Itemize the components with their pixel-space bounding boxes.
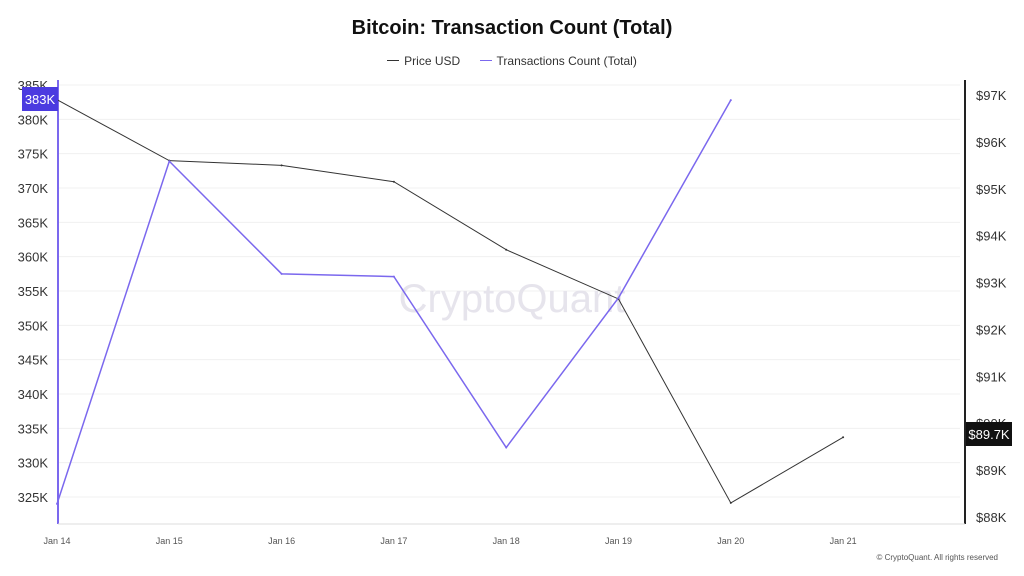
data-point	[729, 99, 732, 102]
chart-title: Bitcoin: Transaction Count (Total)	[351, 17, 673, 39]
left-tick-label: 340K	[18, 387, 49, 402]
right-tick-label: $91K	[976, 369, 1007, 384]
x-tick-label: Jan 18	[493, 536, 520, 546]
legend: Price USD Transactions Count (Total)	[0, 50, 1024, 68]
series-line-tx	[56, 99, 732, 505]
legend-tx[interactable]: Transactions Count (Total)	[479, 53, 637, 68]
data-point	[392, 180, 395, 183]
right-tick-label: $94K	[976, 229, 1007, 244]
left-tick-label: 360K	[18, 250, 49, 265]
right-tick-label: $88K	[976, 510, 1007, 525]
left-tick-label: 365K	[18, 215, 49, 230]
x-tick-label: Jan 15	[156, 536, 183, 546]
x-tick-label: Jan 20	[717, 536, 744, 546]
data-point	[505, 248, 508, 251]
x-tick-label: Jan 17	[380, 536, 407, 546]
footer: © CryptoQuant. All rights reserved	[876, 553, 999, 562]
series-line-price	[56, 99, 844, 504]
watermark: CryptoQuant	[399, 277, 626, 321]
right-tick-label: $89K	[976, 463, 1007, 478]
left-tick-label: 335K	[18, 421, 49, 436]
legend-tx-label: Transactions Count (Total)	[496, 53, 637, 68]
left-tick-label: 375K	[18, 147, 49, 162]
right-marker-label: $89.7K	[968, 427, 1010, 442]
data-point	[842, 436, 845, 439]
x-tick-label: Jan 21	[830, 536, 857, 546]
data-point	[617, 296, 620, 299]
left-marker	[22, 87, 58, 111]
x-tick-label: Jan 19	[605, 536, 632, 546]
data-point	[729, 501, 732, 504]
x-tick-label: Jan 14	[43, 536, 70, 546]
data-point	[505, 446, 508, 449]
legend-price[interactable]: Price USD	[387, 54, 460, 68]
left-tick-label: 370K	[18, 181, 49, 196]
data-point	[280, 164, 283, 167]
data-point	[56, 502, 58, 505]
legend-price-label: Price USD	[404, 53, 461, 68]
data-point	[168, 160, 171, 163]
left-tick-label: 350K	[18, 318, 49, 333]
right-tick-label: $97K	[976, 88, 1007, 103]
right-marker	[966, 422, 1012, 446]
left-tick-label: 355K	[18, 284, 49, 299]
data-point	[392, 275, 395, 278]
right-tick-label: $93K	[976, 276, 1007, 291]
left-tick-label: 345K	[18, 353, 49, 368]
left-marker-label: 383K	[25, 92, 56, 107]
left-tick-label: 325K	[18, 490, 49, 505]
right-tick-label: $92K	[976, 322, 1007, 337]
data-point	[280, 272, 283, 275]
left-tick-label: 380K	[18, 112, 49, 127]
right-tick-label: $95K	[976, 182, 1007, 197]
right-tick-label: $96K	[976, 135, 1007, 150]
x-tick-label: Jan 16	[268, 536, 295, 546]
left-tick-label: 330K	[18, 456, 49, 471]
